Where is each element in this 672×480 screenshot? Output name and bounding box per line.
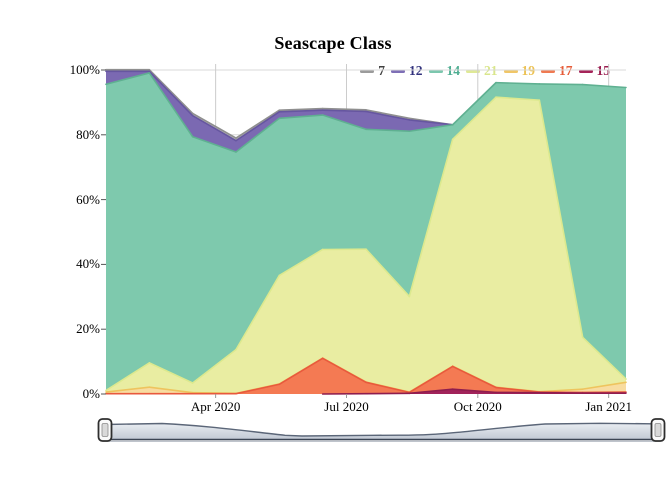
- x-axis-label: Jan 2021: [585, 399, 632, 414]
- line-class-14: [581, 83, 627, 89]
- line-class-14: [365, 128, 411, 133]
- y-axis-label: 20%: [76, 321, 100, 337]
- line-class-17: [278, 357, 324, 386]
- line-class-14: [278, 114, 324, 120]
- line-class-14: [235, 117, 281, 153]
- y-axis-label: 100%: [69, 62, 100, 77]
- line-class-14: [321, 114, 367, 131]
- legend-line-swatch-icon: [503, 69, 518, 73]
- line-class-19: [148, 386, 194, 394]
- x-axis-label: Jul 2020: [324, 399, 369, 414]
- line-class-21: [278, 248, 324, 277]
- line-class-21: [235, 274, 281, 351]
- line-class-14: [191, 135, 237, 153]
- line-class-12: [148, 70, 194, 117]
- line-class-7: [365, 109, 411, 120]
- line-class-7: [148, 68, 194, 115]
- legend-line-swatch-icon: [428, 69, 443, 73]
- line-class-17: [365, 381, 411, 394]
- line-class-17: [495, 386, 541, 393]
- line-class-17: [321, 357, 367, 384]
- y-axis-label: 80%: [76, 126, 100, 142]
- line-class-7: [278, 107, 324, 111]
- line-class-21: [581, 336, 627, 380]
- y-axis-label: 60%: [76, 191, 100, 207]
- x-axis-label: Oct 2020: [453, 399, 502, 414]
- line-class-21: [365, 248, 411, 298]
- line-class-14: [408, 123, 454, 133]
- line-class-19: [581, 381, 627, 390]
- navigator-scrollbar: [97, 418, 666, 442]
- line-class-12: [278, 109, 324, 113]
- legend-line-swatch-icon: [541, 69, 555, 73]
- line-class-21: [538, 99, 584, 339]
- line-class-21: [105, 362, 151, 392]
- line-class-7: [191, 112, 237, 139]
- line-class-12: [191, 114, 237, 142]
- line-class-14: [451, 81, 497, 126]
- line-class-14: [538, 83, 584, 86]
- line-class-21: [451, 96, 497, 141]
- line-class-7: [321, 107, 367, 111]
- line-class-17: [235, 383, 281, 395]
- legend-line-swatch-icon: [391, 69, 405, 73]
- line-class-19: [538, 388, 584, 393]
- line-class-7: [235, 109, 281, 139]
- line-class-14: [495, 81, 541, 85]
- line-class-17: [451, 365, 497, 389]
- line-class-12: [365, 110, 411, 121]
- x-axis-label: Apr 2020: [190, 399, 241, 414]
- area-class-17: [106, 358, 626, 394]
- navigator-left-handle-grip-icon: [101, 423, 109, 437]
- line-class-21: [191, 348, 237, 384]
- line-class-19: [105, 386, 151, 393]
- line-class-14: [148, 72, 194, 138]
- line-class-21: [148, 362, 194, 384]
- chart-plot-area[interactable]: [106, 64, 626, 394]
- y-axis-label: 40%: [76, 256, 100, 272]
- navigator-left-handle[interactable]: [97, 418, 113, 442]
- chart-title: Seascape Class: [274, 33, 392, 53]
- line-class-15: [451, 388, 497, 394]
- legend-line-swatch-icon: [578, 69, 593, 73]
- line-class-12: [235, 110, 281, 142]
- navigator-right-handle-grip-icon: [654, 423, 662, 437]
- line-class-21: [408, 138, 454, 298]
- line-class-12: [408, 119, 454, 126]
- line-class-21: [495, 96, 541, 101]
- line-class-12: [321, 109, 367, 113]
- line-class-17: [408, 365, 454, 394]
- area-class-21: [106, 97, 626, 394]
- navigator-right-handle[interactable]: [650, 418, 666, 442]
- series-lines: [105, 68, 627, 395]
- y-axis-label: 0%: [82, 386, 100, 401]
- legend-line-swatch-icon: [360, 69, 375, 73]
- axis-ticks: [101, 69, 610, 398]
- line-class-14: [105, 72, 151, 86]
- line-class-15: [408, 388, 454, 395]
- legend-line-swatch-icon: [466, 69, 480, 73]
- navigator-wave-outline: [104, 422, 653, 437]
